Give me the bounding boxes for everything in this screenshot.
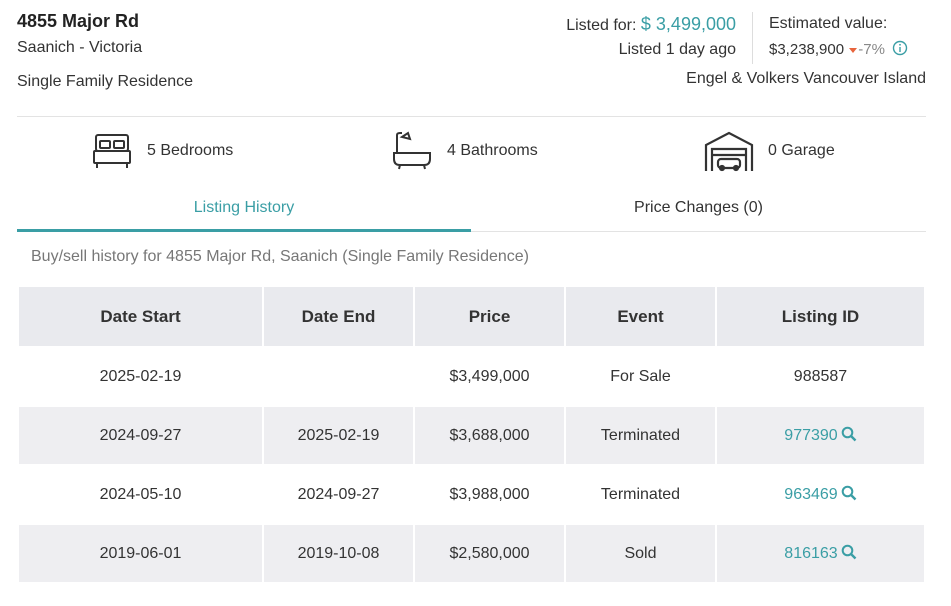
header-row: Date Start Date End Price Event Listing … [19, 287, 924, 346]
col-header: Price [415, 287, 564, 346]
down-arrow [849, 48, 858, 53]
date-start-cell: 2024-05-10 [19, 466, 262, 523]
listing-id-cell: 816163 [717, 525, 924, 582]
price: $3,499,000 [449, 367, 530, 385]
estimated-change: -7% [858, 41, 885, 58]
event-cell: For Sale [566, 348, 715, 405]
col-header: Event [566, 287, 715, 346]
listing-id[interactable]: 977390 [784, 427, 838, 444]
date-end-cell: 2019-10-08 [264, 525, 413, 582]
event: For Sale [610, 367, 671, 385]
event: Terminated [600, 485, 681, 503]
history-row: 2024-09-27 2025-02-19 $3,688,000 Terminated… [19, 407, 924, 464]
listing-id[interactable]: 816163 [784, 545, 838, 562]
divider [752, 12, 753, 64]
bath-icon [393, 131, 431, 170]
price: $3,688,000 [449, 426, 530, 444]
event: Terminated [600, 426, 681, 444]
listing-id[interactable]: 963469 [784, 486, 838, 503]
search-icon[interactable] [841, 544, 857, 560]
date-end: 2019-10-08 [297, 544, 380, 562]
history-row: 2019-06-01 2019-10-08 $2,580,000 Sold 816163 [19, 525, 924, 582]
listed-label: Listed for: [566, 17, 637, 34]
separator [17, 116, 926, 117]
date-end-cell: 2024-09-27 [264, 466, 413, 523]
date-start-cell: 2019-06-01 [19, 525, 262, 582]
tab-underline [17, 229, 471, 232]
event: Sold [624, 544, 657, 562]
price-cell: $3,499,000 [415, 348, 564, 405]
history-table: Date Start Date End Price Event Listing … [17, 285, 926, 584]
bedrooms: 5 Bedrooms [147, 142, 234, 159]
history-row: 2025-02-19 $3,499,000 For Sale 988587 [19, 348, 924, 405]
date-start-cell: 2024-09-27 [19, 407, 262, 464]
estimated-label: Estimated value: [769, 15, 888, 32]
date-start: 2024-05-10 [99, 485, 182, 503]
tab-line [471, 231, 926, 232]
col-header: Date Start [19, 287, 262, 346]
price-cell: $3,688,000 [415, 407, 564, 464]
address: 4855 Major Rd [17, 11, 140, 31]
area: Saanich - Victoria [17, 39, 143, 56]
date-end-cell [264, 348, 413, 405]
listing-id-cell: 988587 [717, 348, 924, 405]
price: $3,988,000 [449, 485, 530, 503]
price-cell: $2,580,000 [415, 525, 564, 582]
event-cell: Sold [566, 525, 715, 582]
brokerage: Engel & Volkers Vancouver Island [686, 70, 926, 87]
col-header: Listing ID [717, 287, 924, 346]
estimated: $3,238,900 -7% [769, 40, 908, 58]
price: $2,580,000 [449, 544, 530, 562]
listed-ago: Listed 1 day ago [618, 41, 736, 58]
search-icon[interactable] [841, 485, 857, 501]
estimated-value: $3,238,900 [769, 41, 845, 58]
price-cell: $3,988,000 [415, 466, 564, 523]
listing-id: 988587 [793, 367, 848, 385]
date-start-cell: 2025-02-19 [19, 348, 262, 405]
event-cell: Terminated [566, 407, 715, 464]
property-type: Single Family Residence [17, 73, 194, 90]
tab-listing-history[interactable]: Listing History [193, 199, 295, 216]
search-icon[interactable] [841, 426, 857, 442]
date-end: 2024-09-27 [297, 485, 380, 503]
date-start: 2019-06-01 [99, 544, 182, 562]
caption: Buy/sell history for 4855 Major Rd, Saan… [31, 248, 529, 265]
listed-for: Listed for: $ 3,499,000 [566, 14, 736, 35]
date-start: 2024-09-27 [99, 426, 182, 444]
col-header: Date End [264, 287, 413, 346]
event-cell: Terminated [566, 466, 715, 523]
bed-icon [93, 134, 131, 168]
garage-icon [704, 131, 754, 172]
date-end: 2025-02-19 [297, 426, 380, 444]
garage: 0 Garage [768, 142, 835, 159]
bathrooms: 4 Bathrooms [447, 142, 538, 159]
date-start: 2025-02-19 [99, 367, 182, 385]
history-row: 2024-05-10 2024-09-27 $3,988,000 Terminated… [19, 466, 924, 523]
info-icon[interactable] [892, 40, 908, 56]
listing-id-cell: 963469 [717, 466, 924, 523]
tab-price-changes[interactable]: Price Changes (0) [634, 199, 763, 216]
listing-id-cell: 977390 [717, 407, 924, 464]
listed-price: $ 3,499,000 [640, 14, 736, 34]
date-end-cell: 2025-02-19 [264, 407, 413, 464]
